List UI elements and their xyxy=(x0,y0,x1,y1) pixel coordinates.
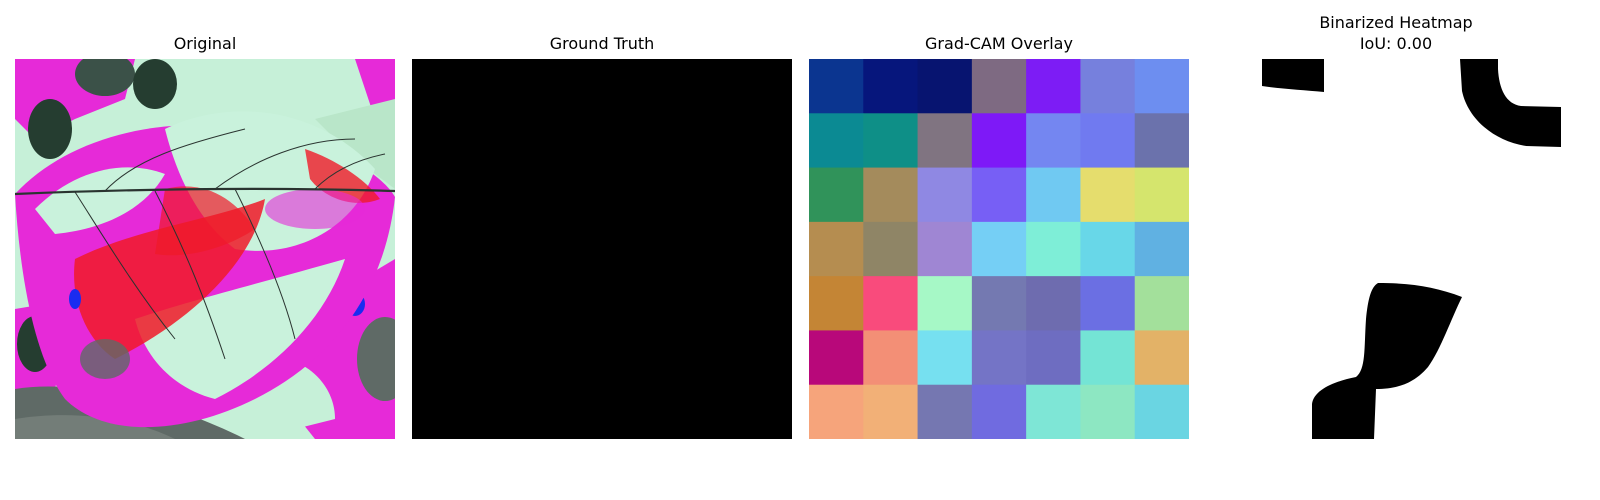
binarized-heatmap xyxy=(1206,59,1586,439)
gradcam-cell xyxy=(917,113,973,169)
gradcam-cell xyxy=(809,221,864,277)
mask-blob-top-left xyxy=(1262,59,1324,92)
gradcam-cell xyxy=(809,276,864,331)
gradcam-cell xyxy=(917,276,973,331)
gradcam-cell xyxy=(863,221,919,277)
gradcam-cell xyxy=(863,276,919,331)
gradcam-cell xyxy=(1026,59,1081,114)
gradcam-cell xyxy=(1026,330,1081,386)
original-title: Original xyxy=(173,34,237,53)
gradcam-cell xyxy=(1080,59,1136,114)
gradcam-cell xyxy=(917,384,973,439)
gradcam-cell xyxy=(809,113,864,169)
gradcam-cell xyxy=(863,384,919,439)
gradcam-cell xyxy=(971,276,1027,331)
gradcam-cell xyxy=(917,330,973,386)
gradcam-cell xyxy=(1134,167,1189,223)
ground-truth-mask xyxy=(412,59,792,439)
iou-label: IoU: 0.00 xyxy=(1359,34,1433,53)
gradcam-cell xyxy=(1080,167,1136,223)
gradcam-cell xyxy=(1080,384,1136,439)
gradcam-cell xyxy=(971,384,1027,439)
binarized-mask xyxy=(1262,59,1561,439)
gradcam-cell xyxy=(863,167,919,223)
gradcam-overlay-title: Grad-CAM Overlay xyxy=(925,34,1073,53)
gradcam-cell xyxy=(971,59,1027,114)
gradcam-cell xyxy=(809,59,864,114)
gradcam-cell xyxy=(1134,59,1189,114)
original-image xyxy=(15,59,395,439)
mask-blob-top-right xyxy=(1460,59,1561,147)
gradcam-cell xyxy=(971,167,1027,223)
gradcam-cell xyxy=(1080,113,1136,169)
ground-truth-title: Ground Truth xyxy=(549,34,655,53)
gradcam-cell xyxy=(1026,384,1081,439)
mask-blob-bottom xyxy=(1312,283,1462,439)
gradcam-cell xyxy=(917,221,973,277)
gradcam-cell xyxy=(1134,113,1189,169)
gradcam-cell xyxy=(971,113,1027,169)
gradcam-cell xyxy=(809,167,864,223)
gradcam-cell xyxy=(1026,113,1081,169)
gradcam-cell xyxy=(971,330,1027,386)
gradcam-cell xyxy=(863,59,919,114)
gradcam-cell xyxy=(809,384,864,439)
gradcam-cell xyxy=(1080,276,1136,331)
gradcam-cell xyxy=(1026,167,1081,223)
gradcam-overlay xyxy=(809,59,1189,439)
gradcam-cell xyxy=(1080,330,1136,386)
gradcam-cell xyxy=(1080,221,1136,277)
gradcam-cell xyxy=(1026,221,1081,277)
gradcam-cell xyxy=(971,221,1027,277)
gradcam-cell xyxy=(1026,276,1081,331)
gradcam-cell xyxy=(1134,384,1189,439)
gradcam-cell xyxy=(917,59,973,114)
gradcam-cell xyxy=(1134,276,1189,331)
gradcam-cell xyxy=(917,167,973,223)
gradcam-cell xyxy=(1134,221,1189,277)
gradcam-cell xyxy=(1134,330,1189,386)
gradcam-cell xyxy=(809,330,864,386)
gradcam-grid xyxy=(809,59,1189,439)
binarized-heatmap-title: Binarized Heatmap xyxy=(1319,13,1473,32)
gradcam-cell xyxy=(863,330,919,386)
gradcam-cell xyxy=(863,113,919,169)
leaf-illustration xyxy=(15,59,395,439)
